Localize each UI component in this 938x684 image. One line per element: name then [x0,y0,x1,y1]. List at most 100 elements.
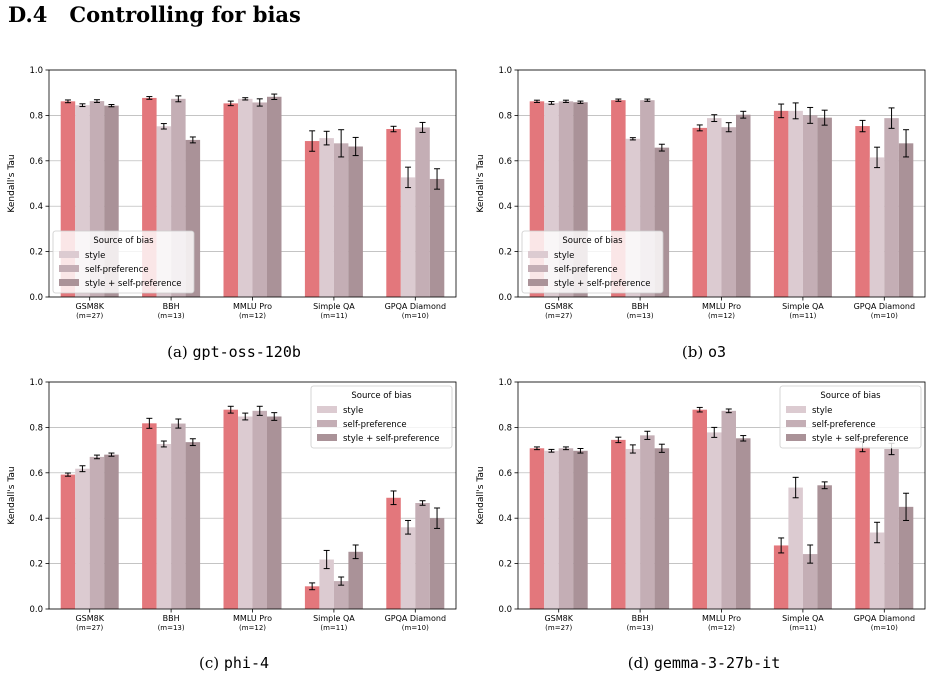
y-tick-label: 0.8 [498,423,512,433]
bar [104,454,119,609]
bar [400,527,416,609]
bar [333,143,349,297]
error-bar [352,544,359,560]
y-axis-label: Kendall's Tau [7,154,17,212]
x-tick-sublabel: (m=12) [708,624,735,632]
error-bar [93,99,100,103]
legend-box [779,385,922,449]
caption-c-prefix: (c) [198,654,224,672]
bar [898,143,914,297]
error-bar [227,100,234,107]
x-tick-sublabel: (m=27) [76,312,103,320]
error-bar [792,102,799,120]
error-bar [271,93,278,101]
legend-swatch [528,265,548,272]
legend-swatch [59,251,79,258]
y-tick-label: 0.8 [29,423,43,433]
error-bar [807,106,814,124]
error-bar [725,408,732,414]
x-tick-sublabel: (m=12) [239,624,266,632]
x-tick-sublabel: (m=12) [239,312,266,320]
caption-c-model: phi-4 [223,654,270,672]
x-tick-sublabel: (m=27) [545,624,572,632]
error-bar [160,440,167,448]
x-tick-label: Simple QA [782,614,824,623]
x-tick-sublabel: (m=13) [158,624,185,632]
y-tick-label: 1.0 [498,66,512,76]
bar [185,442,201,609]
error-bar [405,519,412,535]
section-title: D.4 Controlling for bias [8,2,301,27]
error-bar [93,454,100,460]
error-bar [821,481,828,490]
legend-swatch [528,279,548,286]
bar [788,487,803,609]
bar [707,432,722,609]
error-bar [644,98,651,102]
bar [898,506,914,609]
bar [573,450,588,609]
bar [884,118,899,298]
x-tick-label: BBH [163,614,180,623]
legend-label: style + self-preference [85,279,182,289]
bar [238,416,253,609]
y-tick-label: 0.0 [29,293,43,303]
error-bar [64,99,71,104]
x-tick-sublabel: (m=11) [789,312,816,320]
error-bar [419,500,426,506]
error-bar [242,97,249,101]
error-bar [390,125,397,133]
error-bar [271,412,278,421]
y-axis-label: Kendall's Tau [476,466,486,524]
legend-label: self-preference [343,420,407,430]
x-tick-sublabel: (m=13) [158,312,185,320]
x-tick-sublabel: (m=13) [627,312,654,320]
x-tick-label: MMLU Pro [702,614,741,623]
error-bar [874,146,881,169]
error-bar [390,490,397,506]
x-tick-sublabel: (m=12) [708,312,735,320]
y-tick-label: 0.6 [29,469,43,479]
error-bar [189,438,196,447]
bar [319,559,334,609]
y-tick-label: 0.0 [498,605,512,615]
x-tick-label: Simple QA [313,302,355,311]
y-tick-label: 0.8 [498,111,512,121]
x-tick-label: BBH [632,614,649,623]
bar [692,409,707,609]
bar [304,141,320,297]
error-bar [533,99,540,103]
error-bar [533,446,540,451]
error-bar [821,109,828,126]
x-tick-label: MMLU Pro [233,614,272,623]
error-bar [577,448,584,454]
chart-d: 0.0 0.2 0.4 0.6 0.8 1.0 Kendall's Tau GSM8K(m=2… [476,378,926,632]
bar [75,468,90,609]
legend-title: Source of bias [820,391,881,401]
y-tick-label: 0.8 [29,111,43,121]
y-tick-label: 0.0 [498,293,512,303]
x-tick-label: BBH [632,302,649,311]
error-bar [577,100,584,104]
error-bar [874,521,881,544]
y-tick-label: 0.2 [498,248,512,258]
y-axis-label: Kendall's Tau [7,466,17,524]
y-tick-label: 1.0 [29,66,43,76]
error-bar [160,123,167,130]
error-bar [256,405,263,416]
bar [611,439,626,609]
x-tick-sublabel: (m=13) [627,624,654,632]
error-bar [903,129,910,158]
bar [252,410,267,609]
bars [529,98,914,298]
caption-a-model: gpt-oss-120b [192,343,301,361]
legend-swatch [786,434,806,441]
error-bar [696,406,703,413]
error-bar [778,103,785,119]
y-tick-label: 0.6 [498,469,512,479]
legend-box [310,385,453,449]
error-bar [108,104,115,108]
error-bar [434,168,441,190]
error-bar [434,507,441,529]
error-bar [725,122,732,133]
